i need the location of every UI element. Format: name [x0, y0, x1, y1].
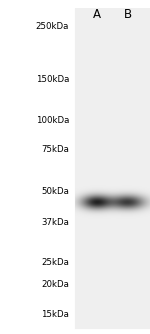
- Text: B: B: [124, 8, 132, 21]
- Text: 150kDa: 150kDa: [36, 75, 69, 84]
- Text: 20kDa: 20kDa: [41, 281, 69, 290]
- Bar: [75, 8, 150, 329]
- Text: 50kDa: 50kDa: [41, 187, 69, 196]
- Text: 75kDa: 75kDa: [41, 146, 69, 154]
- Text: A: A: [93, 8, 101, 21]
- Bar: [0, 0, 75, 334]
- Text: 15kDa: 15kDa: [41, 310, 69, 319]
- Text: 37kDa: 37kDa: [41, 218, 69, 227]
- Text: 250kDa: 250kDa: [36, 22, 69, 31]
- Text: 100kDa: 100kDa: [36, 116, 69, 125]
- Text: 25kDa: 25kDa: [41, 258, 69, 267]
